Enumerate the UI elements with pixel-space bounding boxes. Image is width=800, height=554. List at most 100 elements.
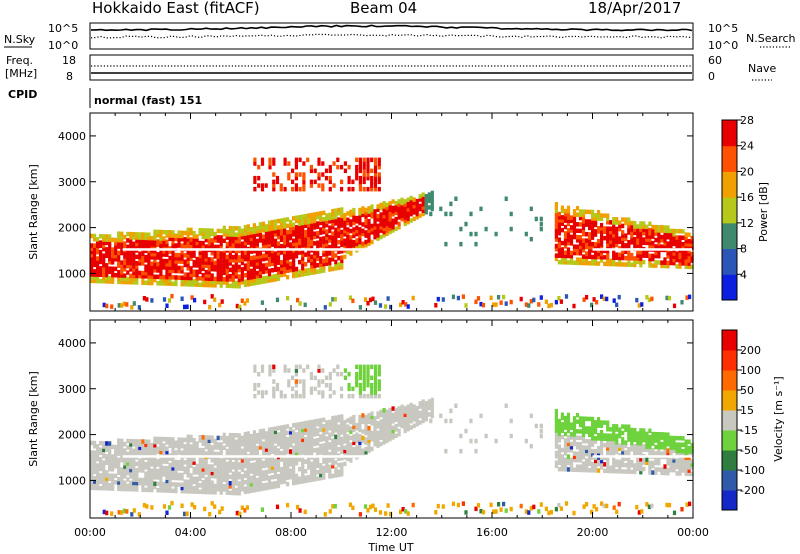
range-gate-cell bbox=[317, 364, 321, 370]
range-gate-cell bbox=[331, 208, 335, 214]
range-gate-cell bbox=[286, 443, 290, 448]
range-gate-cell bbox=[367, 435, 371, 440]
range-gate-cell bbox=[325, 420, 329, 425]
range-gate-cell bbox=[569, 460, 574, 466]
range-gate-cell bbox=[624, 262, 628, 267]
range-gate-cell bbox=[370, 157, 374, 163]
range-gate-cell bbox=[168, 462, 172, 468]
range-gate-cell bbox=[189, 266, 193, 271]
range-gate-cell bbox=[373, 429, 377, 434]
range-gate-cell bbox=[246, 282, 250, 287]
range-gate-cell bbox=[153, 239, 157, 244]
range-gate-cell bbox=[180, 253, 184, 258]
range-gate-cell bbox=[669, 235, 673, 240]
range-gate-cell bbox=[328, 471, 332, 476]
range-gate-cell bbox=[183, 304, 187, 310]
range-gate-cell bbox=[588, 426, 592, 431]
range-gate-cell bbox=[289, 433, 293, 438]
range-gate-cell bbox=[581, 426, 586, 431]
range-gate-cell bbox=[343, 161, 347, 166]
range-gate-cell bbox=[150, 487, 154, 493]
range-gate-cell bbox=[627, 456, 631, 462]
range-gate-cell bbox=[240, 435, 244, 441]
range-gate-cell bbox=[301, 233, 305, 239]
range-gate-cell bbox=[331, 215, 335, 220]
range-gate-cell bbox=[102, 237, 106, 242]
range-gate-cell bbox=[138, 273, 142, 279]
range-gate-cell bbox=[585, 209, 589, 215]
range-gate-cell bbox=[527, 510, 531, 515]
range-gate-cell bbox=[322, 242, 326, 248]
range-gate-cell bbox=[557, 237, 561, 242]
range-gate-cell bbox=[120, 231, 124, 237]
range-gate-cell bbox=[313, 386, 317, 392]
range-gate-cell bbox=[240, 298, 244, 303]
range-gate-cell bbox=[283, 469, 287, 475]
range-gate-cell bbox=[560, 215, 564, 220]
range-gate-cell bbox=[424, 203, 428, 209]
range-gate-cell bbox=[346, 230, 350, 235]
range-gate-cell bbox=[355, 435, 359, 441]
range-gate-cell bbox=[388, 204, 392, 209]
range-gate-cell bbox=[126, 244, 130, 250]
range-gate-cell bbox=[397, 208, 401, 214]
range-gate-cell bbox=[409, 211, 413, 217]
range-gate-cell bbox=[105, 460, 109, 465]
range-gate-cell bbox=[322, 452, 326, 458]
range-gate-cell bbox=[222, 228, 226, 234]
range-gate-cell bbox=[110, 511, 114, 516]
range-gate-cell bbox=[108, 486, 112, 491]
range-gate-cell bbox=[276, 218, 281, 224]
range-gate-cell bbox=[246, 224, 250, 229]
range-gate-cell bbox=[204, 483, 208, 488]
range-gate-cell bbox=[204, 451, 208, 456]
range-gate-cell bbox=[633, 240, 637, 245]
range-gate-cell bbox=[657, 234, 661, 240]
range-gate-cell bbox=[237, 248, 241, 254]
range-gate-cell bbox=[130, 512, 134, 517]
range-gate-cell bbox=[403, 215, 407, 220]
range-gate-cell bbox=[591, 241, 595, 247]
range-gate-cell bbox=[234, 445, 238, 451]
range-gate-cell bbox=[153, 229, 157, 235]
range-gate-cell bbox=[207, 234, 211, 240]
range-gate-cell bbox=[430, 203, 434, 208]
range-gate-cell bbox=[648, 263, 652, 268]
range-gate-cell bbox=[355, 225, 359, 230]
range-gate-cell bbox=[270, 229, 275, 234]
range-gate-cell bbox=[252, 223, 256, 228]
range-gate-cell bbox=[144, 439, 148, 444]
range-gate-cell bbox=[566, 428, 571, 434]
range-gate-cell bbox=[204, 438, 208, 443]
range-gate-cell bbox=[328, 435, 332, 441]
range-gate-cell bbox=[303, 302, 307, 308]
range-gate-cell bbox=[111, 237, 115, 243]
x-tick-label: 20:00 bbox=[577, 526, 609, 539]
range-gate-cell bbox=[237, 487, 241, 493]
range-gate-cell bbox=[340, 371, 344, 377]
range-gate-cell bbox=[240, 480, 244, 485]
range-gate-cell bbox=[618, 223, 622, 229]
range-gate-cell bbox=[270, 475, 275, 480]
range-gate-cell bbox=[687, 462, 691, 467]
range-gate-cell bbox=[554, 247, 558, 252]
range-gate-cell bbox=[672, 228, 676, 234]
range-gate-cell bbox=[663, 467, 667, 472]
range-gate-cell bbox=[249, 275, 253, 280]
range-gate-cell bbox=[310, 216, 314, 221]
range-gate-cell bbox=[201, 486, 205, 491]
range-gate-cell bbox=[316, 253, 320, 258]
range-gate-cell bbox=[159, 258, 163, 264]
range-gate-cell bbox=[219, 445, 223, 450]
range-gate-cell bbox=[168, 472, 172, 477]
range-gate-cell bbox=[114, 273, 118, 278]
range-gate-cell bbox=[171, 488, 175, 494]
range-gate-cell bbox=[153, 436, 157, 442]
range-gate-cell bbox=[557, 250, 561, 255]
range-gate-cell bbox=[358, 220, 362, 226]
range-gate-cell bbox=[302, 161, 306, 166]
range-gate-cell bbox=[135, 254, 139, 260]
range-gate-cell bbox=[105, 269, 109, 274]
range-gate-cell bbox=[289, 235, 293, 241]
range-gate-cell bbox=[165, 449, 169, 455]
